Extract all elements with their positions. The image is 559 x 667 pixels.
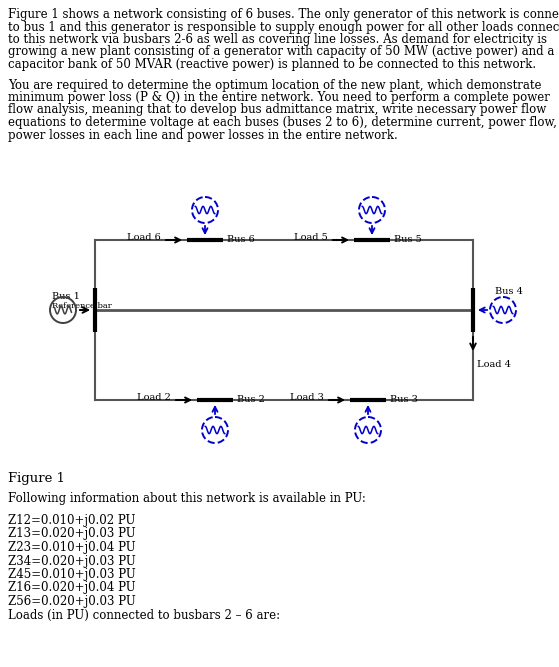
Text: Figure 1 shows a network consisting of 6 buses. The only generator of this netwo: Figure 1 shows a network consisting of 6… [8,8,559,21]
Text: minimum power loss (P & Q) in the entire network. You need to perform a complete: minimum power loss (P & Q) in the entire… [8,91,550,104]
Text: Loads (in PU) connected to busbars 2 – 6 are:: Loads (in PU) connected to busbars 2 – 6… [8,608,280,622]
Text: Z16=0.020+j0.04 PU: Z16=0.020+j0.04 PU [8,582,136,594]
Text: Reference bar: Reference bar [52,302,112,310]
Text: Z45=0.010+j0.03 PU: Z45=0.010+j0.03 PU [8,568,136,581]
Text: Bus 3: Bus 3 [390,396,418,404]
Text: Bus 4: Bus 4 [495,287,523,297]
Text: to bus 1 and this generator is responsible to supply enough power for all other : to bus 1 and this generator is responsib… [8,21,559,33]
Text: Bus 1: Bus 1 [52,292,80,301]
Text: Bus 2: Bus 2 [237,396,265,404]
Text: Z56=0.020+j0.03 PU: Z56=0.020+j0.03 PU [8,595,136,608]
Text: capacitor bank of 50 MVAR (reactive power) is planned to be connected to this ne: capacitor bank of 50 MVAR (reactive powe… [8,58,536,71]
Text: Load 5: Load 5 [294,233,328,241]
Text: Bus 5: Bus 5 [394,235,421,245]
Text: Load 6: Load 6 [127,233,161,241]
Text: Bus 6: Bus 6 [227,235,255,245]
Text: power losses in each line and power losses in the entire network.: power losses in each line and power loss… [8,129,398,141]
Text: equations to determine voltage at each buses (buses 2 to 6), determine current, : equations to determine voltage at each b… [8,116,559,129]
Text: Load 3: Load 3 [290,392,324,402]
Text: to this network via busbars 2-6 as well as covering line losses. As demand for e: to this network via busbars 2-6 as well … [8,33,547,46]
Text: Z34=0.020+j0.03 PU: Z34=0.020+j0.03 PU [8,554,136,568]
Text: Z12=0.010+j0.02 PU: Z12=0.010+j0.02 PU [8,514,135,527]
Text: flow analysis, meaning that to develop bus admittance matrix, write necessary po: flow analysis, meaning that to develop b… [8,103,546,117]
Text: Z23=0.010+j0.04 PU: Z23=0.010+j0.04 PU [8,541,136,554]
Text: Following information about this network is available in PU:: Following information about this network… [8,492,366,505]
Text: Load 4: Load 4 [477,360,511,369]
Text: Figure 1: Figure 1 [8,472,65,485]
Text: growing a new plant consisting of a generator with capacity of 50 MW (active pow: growing a new plant consisting of a gene… [8,45,555,59]
Text: Load 2: Load 2 [137,392,171,402]
Text: You are required to determine the optimum location of the new plant, which demon: You are required to determine the optimu… [8,79,542,91]
Text: Z13=0.020+j0.03 PU: Z13=0.020+j0.03 PU [8,528,136,540]
